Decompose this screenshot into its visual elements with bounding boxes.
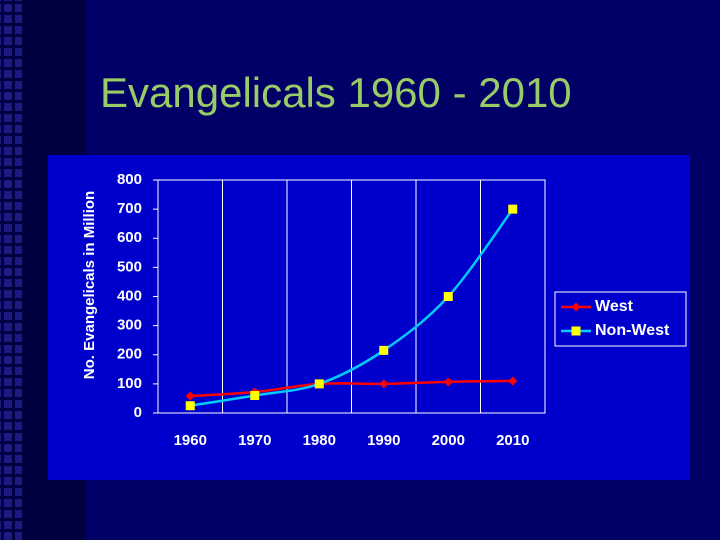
x-tick-label: 1990 <box>367 432 400 449</box>
marker <box>443 292 453 301</box>
x-tick-label: 1970 <box>238 432 271 449</box>
y-tick-label: 600 <box>117 229 142 246</box>
y-tick-label: 400 <box>117 287 142 304</box>
y-tick-label: 800 <box>117 171 142 188</box>
legend-box <box>554 291 687 347</box>
y-tick-label: 700 <box>117 200 142 217</box>
marker <box>379 345 389 355</box>
chart-title: Evangelicals 1960 - 2010 <box>100 69 572 116</box>
side-pattern <box>0 0 22 540</box>
marker <box>379 379 389 389</box>
marker <box>571 326 581 336</box>
marker <box>185 401 195 411</box>
marker <box>443 377 453 387</box>
marker <box>314 379 324 389</box>
x-tick-label: 2010 <box>496 432 529 449</box>
marker <box>571 302 581 312</box>
y-tick-label: 500 <box>117 258 142 275</box>
y-tick-label: 300 <box>117 317 142 334</box>
legend-label: West <box>595 298 634 315</box>
legend-label: Non-West <box>595 322 670 339</box>
y-tick-label: 0 <box>134 404 142 421</box>
marker <box>508 204 518 214</box>
series-line <box>190 379 513 398</box>
x-tick-label: 1980 <box>303 432 336 449</box>
x-tick-label: 1960 <box>174 432 207 449</box>
marker <box>250 391 260 401</box>
marker <box>185 391 195 401</box>
marker <box>508 376 518 386</box>
y-axis-label: No. Evangelicals in Million <box>81 191 98 379</box>
x-tick-label: 2000 <box>432 432 465 449</box>
y-tick-label: 100 <box>117 375 142 392</box>
y-tick-label: 200 <box>117 346 142 363</box>
